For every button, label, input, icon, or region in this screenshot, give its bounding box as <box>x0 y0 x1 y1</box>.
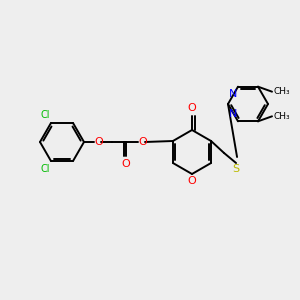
Text: O: O <box>188 176 196 186</box>
Text: N: N <box>229 109 237 119</box>
Text: O: O <box>188 103 196 113</box>
Text: S: S <box>232 164 240 174</box>
Text: O: O <box>122 159 130 169</box>
Text: O: O <box>139 137 147 147</box>
Text: O: O <box>94 137 103 147</box>
Text: Cl: Cl <box>40 164 50 174</box>
Text: N: N <box>229 89 237 99</box>
Text: Cl: Cl <box>40 110 50 120</box>
Text: CH₃: CH₃ <box>273 112 290 121</box>
Text: CH₃: CH₃ <box>273 87 290 96</box>
